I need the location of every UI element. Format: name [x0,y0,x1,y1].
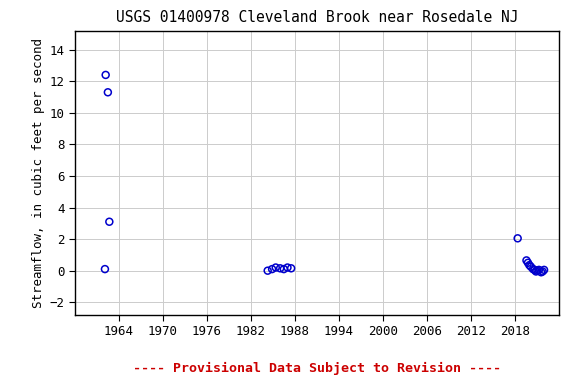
Point [263,268,272,274]
Point [267,266,276,272]
Point [532,268,541,275]
Point [522,257,531,263]
Point [530,267,539,273]
Point [538,268,547,275]
Point [536,269,545,275]
Point [535,267,544,273]
Point [105,218,114,225]
Point [525,262,534,268]
Point [526,264,536,270]
Point [101,72,110,78]
Point [524,260,533,266]
Point [271,265,281,271]
Point [275,265,285,271]
Point [528,266,537,272]
Point [533,268,542,274]
Point [103,89,112,95]
Point [540,267,549,273]
Text: ---- Provisional Data Subject to Revision ----: ---- Provisional Data Subject to Revisio… [133,362,501,375]
Point [286,265,295,271]
Point [100,266,109,272]
Point [279,266,289,272]
Point [513,235,522,242]
Title: USGS 01400978 Cleveland Brook near Rosedale NJ: USGS 01400978 Cleveland Brook near Rosed… [116,10,518,25]
Point [283,265,292,271]
Y-axis label: Streamflow, in cubic feet per second: Streamflow, in cubic feet per second [32,38,46,308]
